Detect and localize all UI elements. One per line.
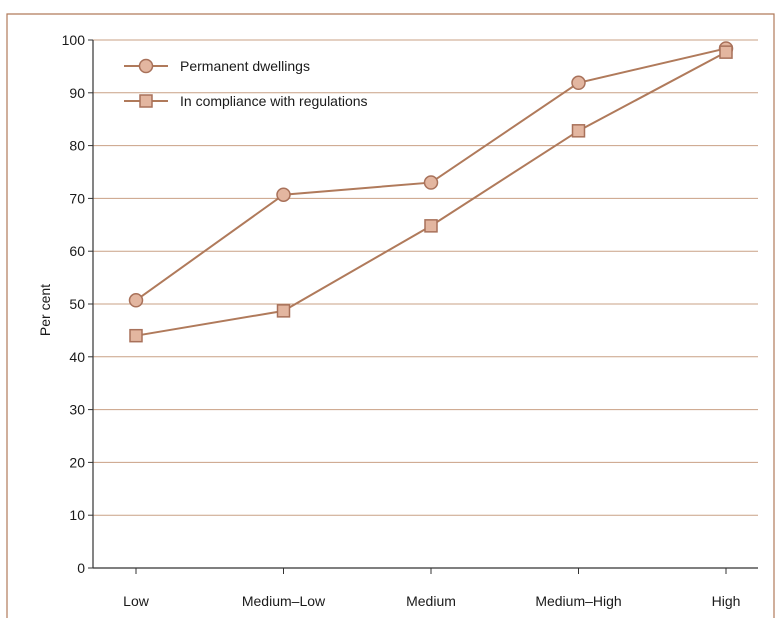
data-point-1-4 [719, 45, 733, 59]
x-tick-label-3: Medium–High [535, 593, 621, 609]
y-tick-label-90: 90 [69, 85, 85, 101]
outer-frame [6, 13, 775, 618]
data-point-0-0 [128, 293, 144, 308]
legend: Permanent dwellings In compliance with re… [124, 58, 368, 109]
x-tick-label-0: Low [123, 593, 150, 609]
series-line-0 [135, 47, 727, 302]
y-tick-label-50: 50 [69, 296, 85, 312]
y-tick-label-100: 100 [62, 32, 86, 48]
axes: 0 10 20 30 40 50 60 70 80 90 100 Low Medium–Low Mediu… [62, 32, 758, 609]
legend-label-1: In compliance with regulations [180, 93, 368, 109]
legend-item-1: In compliance with regulations [124, 93, 368, 109]
data-point-1-3 [571, 124, 586, 138]
y-tick-label-0: 0 [77, 560, 85, 576]
legend-marker-0 [138, 58, 154, 74]
series-0 [128, 41, 734, 308]
data-point-1-0 [129, 328, 143, 343]
data-point-0-2 [423, 175, 439, 190]
data-point-1-1 [276, 304, 291, 318]
x-tick-label-4: High [712, 593, 741, 609]
legend-item-0: Permanent dwellings [124, 58, 310, 74]
series-group [128, 41, 734, 343]
y-tick-label-20: 20 [69, 454, 85, 470]
data-point-0-1 [276, 187, 291, 202]
y-tick-label-40: 40 [69, 349, 85, 365]
legend-label-0: Permanent dwellings [180, 58, 310, 74]
y-tick-label-60: 60 [69, 243, 85, 259]
y-tick-label-80: 80 [69, 138, 85, 154]
series-1 [129, 45, 733, 343]
y-tick-label-70: 70 [69, 190, 85, 206]
data-point-1-2 [424, 219, 438, 233]
legend-marker-1 [139, 94, 153, 108]
grid-lines [93, 39, 758, 516]
y-axis-title: Per cent [37, 284, 53, 336]
y-tick-label-10: 10 [69, 507, 85, 523]
y-tick-label-30: 30 [69, 402, 85, 418]
x-tick-label-2: Medium [406, 593, 456, 609]
chart-frame [6, 13, 775, 618]
x-tick-label-1: Medium–Low [242, 593, 326, 609]
data-point-0-3 [571, 75, 586, 91]
